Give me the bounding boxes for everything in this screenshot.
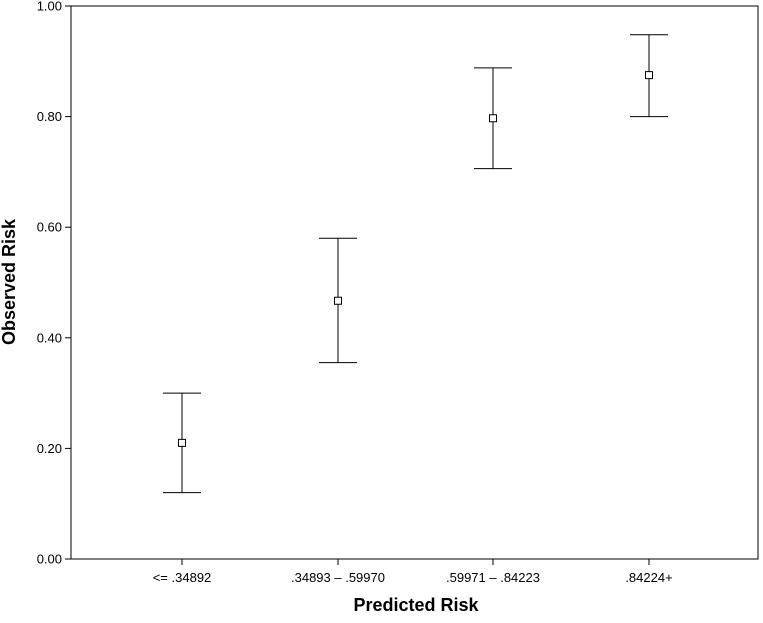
y-tick-label: 0.20	[37, 441, 62, 456]
x-tick-label: .84224+	[625, 570, 672, 585]
x-axis-title: Predicted Risk	[353, 595, 479, 615]
error-bar-group	[319, 237, 357, 364]
plot-frame	[70, 5, 759, 560]
x-tick-label: .59971 – .84223	[446, 570, 540, 585]
y-tick-label: 0.40	[37, 330, 62, 345]
y-axis: 0.00 0.20 0.40 0.60 0.80 1.00	[37, 0, 71, 567]
data-point-marker	[489, 114, 497, 123]
error-bar-group	[474, 67, 512, 170]
y-tick-label: 0.60	[37, 220, 62, 235]
data-point-marker	[334, 296, 342, 305]
x-tick-label: .34893 – .59970	[291, 570, 385, 585]
x-axis: <= .34892 .34893 – .59970 .59971 – .84223.…	[153, 559, 673, 585]
error-bar-group	[163, 392, 201, 494]
data-point-marker	[645, 71, 653, 80]
data-point-marker	[178, 438, 186, 447]
y-tick-label: 1.00	[37, 0, 62, 14]
y-axis-title: Observed Risk	[0, 218, 19, 345]
y-tick-label: 0.80	[37, 109, 62, 124]
y-tick-label: 0.00	[37, 552, 62, 567]
x-tick-label: <= .34892	[153, 570, 212, 585]
data-marks	[163, 34, 668, 494]
error-bar-group	[630, 34, 668, 118]
